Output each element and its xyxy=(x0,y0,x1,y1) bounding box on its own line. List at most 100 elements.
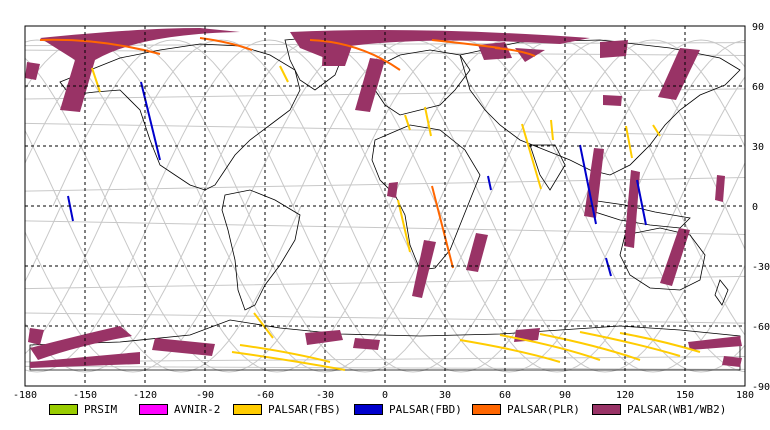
longitude-tick-label: -120 xyxy=(133,390,157,400)
map-frame xyxy=(24,25,746,387)
wb-swath xyxy=(25,62,40,80)
fbs-strip xyxy=(404,114,411,131)
north-america-outline xyxy=(59,43,301,191)
longitude-tick-label: 30 xyxy=(439,390,451,400)
wb-swath xyxy=(624,170,640,248)
legend-swatch xyxy=(139,403,168,415)
fbs-strip xyxy=(539,333,641,361)
fbd-strip xyxy=(487,175,492,191)
wb-swath xyxy=(688,336,742,350)
europe-outline xyxy=(369,49,471,116)
fbd-strip xyxy=(140,81,161,161)
fbs-strip xyxy=(279,65,289,83)
wb-swath xyxy=(30,352,140,368)
wb-swath xyxy=(322,46,352,66)
legend-label: PRSIM xyxy=(84,402,118,416)
wb-swath xyxy=(412,240,436,298)
legend-label: PALSAR(WB1/WB2) xyxy=(627,402,727,416)
fbs-strip xyxy=(579,331,681,357)
wb-swath xyxy=(30,326,132,360)
fbs-strip xyxy=(625,125,633,159)
longitude-tick-label: 0 xyxy=(382,390,388,400)
new-zealand-outline xyxy=(714,279,729,306)
plr-strip xyxy=(309,39,401,71)
fbd-strip xyxy=(67,195,74,222)
fbs-strip xyxy=(91,67,101,93)
wb-swath xyxy=(290,30,590,60)
legend-item-palsar-fbs: PALSAR(FBS) xyxy=(233,401,341,417)
wb-swath xyxy=(353,338,380,350)
palsar-plr-strips xyxy=(39,37,536,269)
legend-swatch xyxy=(472,403,501,415)
latitude-tick-label: 90 xyxy=(752,22,764,33)
australia-outline xyxy=(619,227,706,291)
latitude-tick-labels: 90 60 30 0 -30 -60 -90 xyxy=(752,22,770,393)
legend: PRSIM AVNIR-2 PALSAR(FBS) PALSAR(FBD) PA… xyxy=(0,401,770,421)
indonesia-outline xyxy=(589,199,691,229)
legend-swatch xyxy=(592,403,621,415)
wb-swath xyxy=(658,48,700,100)
legend-item-prsim: PRSIM xyxy=(49,401,117,417)
wb-swath xyxy=(355,58,385,112)
fbd-strip xyxy=(579,144,597,225)
longitude-tick-label: -60 xyxy=(256,390,274,400)
wb-swath xyxy=(466,233,488,272)
legend-swatch xyxy=(233,403,262,415)
fbs-strip xyxy=(397,199,411,253)
fbs-strip xyxy=(424,106,432,137)
legend-item-avnir2: AVNIR-2 xyxy=(139,401,220,417)
fbs-strip xyxy=(499,334,601,361)
latitude-tick-label: -90 xyxy=(752,382,770,393)
plr-strip xyxy=(39,38,161,55)
fbs-strip xyxy=(652,124,661,137)
legend-item-palsar-fbd: PALSAR(FBD) xyxy=(354,401,462,417)
graticule xyxy=(25,26,745,386)
latitude-tick-label: 30 xyxy=(752,142,764,153)
fbs-strip xyxy=(239,344,331,363)
palsar-fbd-strips xyxy=(67,81,647,277)
wb-swath xyxy=(722,356,742,367)
latitude-tick-label: -60 xyxy=(752,322,770,333)
plr-strip xyxy=(431,185,454,269)
latitude-tick-label: 0 xyxy=(752,202,758,213)
longitude-tick-label: 60 xyxy=(499,390,511,400)
fbs-strip xyxy=(459,339,561,363)
longitude-tick-label: 180 xyxy=(736,390,754,400)
africa-outline xyxy=(371,124,481,271)
legend-swatch xyxy=(354,403,383,415)
fbd-strip xyxy=(636,179,647,226)
plr-strip xyxy=(431,39,501,49)
fbs-strip xyxy=(550,119,554,141)
latitude-tick-label: -30 xyxy=(752,262,770,273)
longitude-tick-label: -90 xyxy=(196,390,214,400)
legend-label: AVNIR-2 xyxy=(174,402,221,416)
fbs-strip xyxy=(619,332,701,353)
wb-swath xyxy=(584,148,604,218)
wb-swath xyxy=(28,328,44,345)
longitude-tick-label: -30 xyxy=(316,390,334,400)
longitude-tick-labels: -180 -150 -120 -90 -60 -30 0 30 60 90 120 150 180 xyxy=(13,390,754,400)
legend-item-palsar-wb: PALSAR(WB1/WB2) xyxy=(592,401,726,417)
legend-item-palsar-plr: PALSAR(PLR) xyxy=(472,401,580,417)
palsar-wb-swaths xyxy=(25,28,742,368)
palsar-fbs-strips xyxy=(91,65,701,371)
fbs-strip xyxy=(521,123,542,190)
fbd-strip xyxy=(605,257,612,277)
wb-swath xyxy=(600,40,628,58)
longitude-tick-label: 120 xyxy=(616,390,634,400)
india-outline xyxy=(529,144,566,191)
wb-swath xyxy=(152,338,215,356)
longitude-tick-label: -180 xyxy=(13,390,37,400)
wb-swath xyxy=(715,175,725,202)
longitude-tick-label: 90 xyxy=(559,390,571,400)
wb-swath xyxy=(40,28,240,112)
latitude-tick-label: 60 xyxy=(752,82,764,93)
observation-map: -180 -150 -120 -90 -60 -30 0 30 60 90 120 150 180 90… xyxy=(13,22,770,400)
legend-label: PALSAR(PLR) xyxy=(507,402,580,416)
fbs-strip xyxy=(231,351,346,371)
south-america-outline xyxy=(221,189,301,311)
wb-swath xyxy=(660,228,690,286)
longitude-tick-label: -150 xyxy=(73,390,97,400)
legend-label: PALSAR(FBD) xyxy=(389,402,462,416)
wb-swath xyxy=(305,330,343,345)
